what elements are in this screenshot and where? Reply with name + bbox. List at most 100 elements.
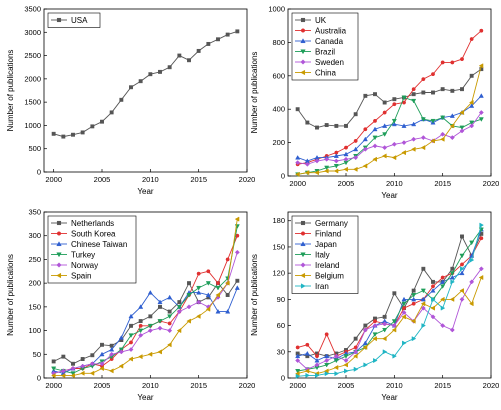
data-point <box>61 354 66 359</box>
data-point <box>421 90 426 95</box>
data-point <box>234 216 240 222</box>
data-point <box>80 370 85 376</box>
legend-label: UK <box>315 16 327 25</box>
data-point <box>363 323 368 328</box>
data-point <box>158 69 162 74</box>
legend-label: Ireland <box>315 261 339 270</box>
data-point <box>353 353 358 359</box>
data-point <box>215 285 221 291</box>
data-point <box>295 107 300 112</box>
data-point <box>324 165 330 171</box>
legend-marker <box>300 220 306 226</box>
data-point <box>71 361 75 366</box>
legend-marker <box>56 262 62 268</box>
data-point <box>118 349 124 355</box>
series-iran <box>295 222 484 379</box>
data-point <box>382 123 388 128</box>
series-ireland <box>295 266 484 372</box>
data-point <box>420 117 426 122</box>
data-point <box>421 77 426 82</box>
data-point <box>157 325 163 331</box>
data-point <box>430 314 436 320</box>
data-point <box>176 309 182 315</box>
data-point <box>353 166 358 172</box>
data-point <box>459 125 465 131</box>
data-point <box>431 284 435 289</box>
x-tick-label: 2010 <box>386 179 403 188</box>
data-point <box>401 140 407 146</box>
data-point <box>138 304 144 309</box>
data-point <box>382 132 388 137</box>
data-point <box>167 321 172 326</box>
y-tick-label: 250 <box>28 255 41 264</box>
data-point <box>186 318 191 324</box>
data-point <box>450 266 455 271</box>
y-tick-label: 1500 <box>24 98 41 107</box>
x-tick-label: 2010 <box>386 381 403 390</box>
data-point <box>431 90 435 95</box>
data-point <box>71 132 75 137</box>
data-point <box>157 319 163 324</box>
data-point <box>430 287 436 293</box>
data-point <box>314 357 320 363</box>
data-point <box>392 97 397 102</box>
data-point <box>315 372 320 378</box>
data-point <box>343 354 349 359</box>
data-point <box>100 342 104 347</box>
data-point <box>225 32 230 37</box>
data-point <box>353 155 359 161</box>
data-point <box>479 236 484 241</box>
data-point <box>90 124 95 129</box>
data-point <box>440 136 445 142</box>
data-point <box>128 347 134 353</box>
data-point <box>234 285 240 290</box>
data-point <box>225 293 230 297</box>
y-tick-label: 200 <box>272 138 285 147</box>
x-tick-label: 2005 <box>94 175 111 184</box>
data-point <box>372 143 378 149</box>
data-point <box>401 309 407 315</box>
data-point <box>196 271 201 276</box>
y-tick-label: 60 <box>277 321 285 330</box>
data-point <box>449 274 455 280</box>
x-tick-label: 2005 <box>338 381 355 390</box>
data-point <box>304 350 310 356</box>
data-point <box>235 278 240 283</box>
data-point <box>372 332 378 337</box>
data-point <box>334 371 339 377</box>
data-point <box>305 372 310 378</box>
x-axis-label: Year <box>137 393 154 402</box>
chart-panel-2: 0 200 400 600 800 1000 2000 2005 2010 2015 2020 Yea… <box>250 5 499 201</box>
data-point <box>176 328 182 334</box>
data-point <box>353 138 358 143</box>
data-point <box>373 357 378 364</box>
data-point <box>440 323 446 329</box>
data-point <box>147 323 153 329</box>
data-point <box>138 323 143 328</box>
data-point <box>420 305 426 311</box>
data-point <box>305 120 310 125</box>
plot-frame <box>287 211 492 379</box>
series-norway <box>51 249 240 376</box>
data-point <box>196 299 202 305</box>
data-point <box>382 336 387 342</box>
legend-label: Turkey <box>71 250 95 259</box>
y-tick-label: 400 <box>272 105 285 114</box>
data-point <box>186 304 192 310</box>
legend-label: Norway <box>71 261 98 270</box>
data-point <box>333 158 339 164</box>
data-point <box>118 363 124 369</box>
legend-box <box>47 12 101 28</box>
y-tick-label: 200 <box>28 279 41 288</box>
data-point <box>373 118 377 123</box>
legend-marker <box>300 262 306 268</box>
data-point <box>430 305 435 311</box>
legend-label: Netherlands <box>71 219 114 228</box>
series-usa <box>51 29 240 139</box>
data-point <box>90 353 95 358</box>
data-point <box>411 296 417 302</box>
data-point <box>469 99 474 106</box>
data-point <box>449 123 455 129</box>
data-point <box>138 79 143 84</box>
